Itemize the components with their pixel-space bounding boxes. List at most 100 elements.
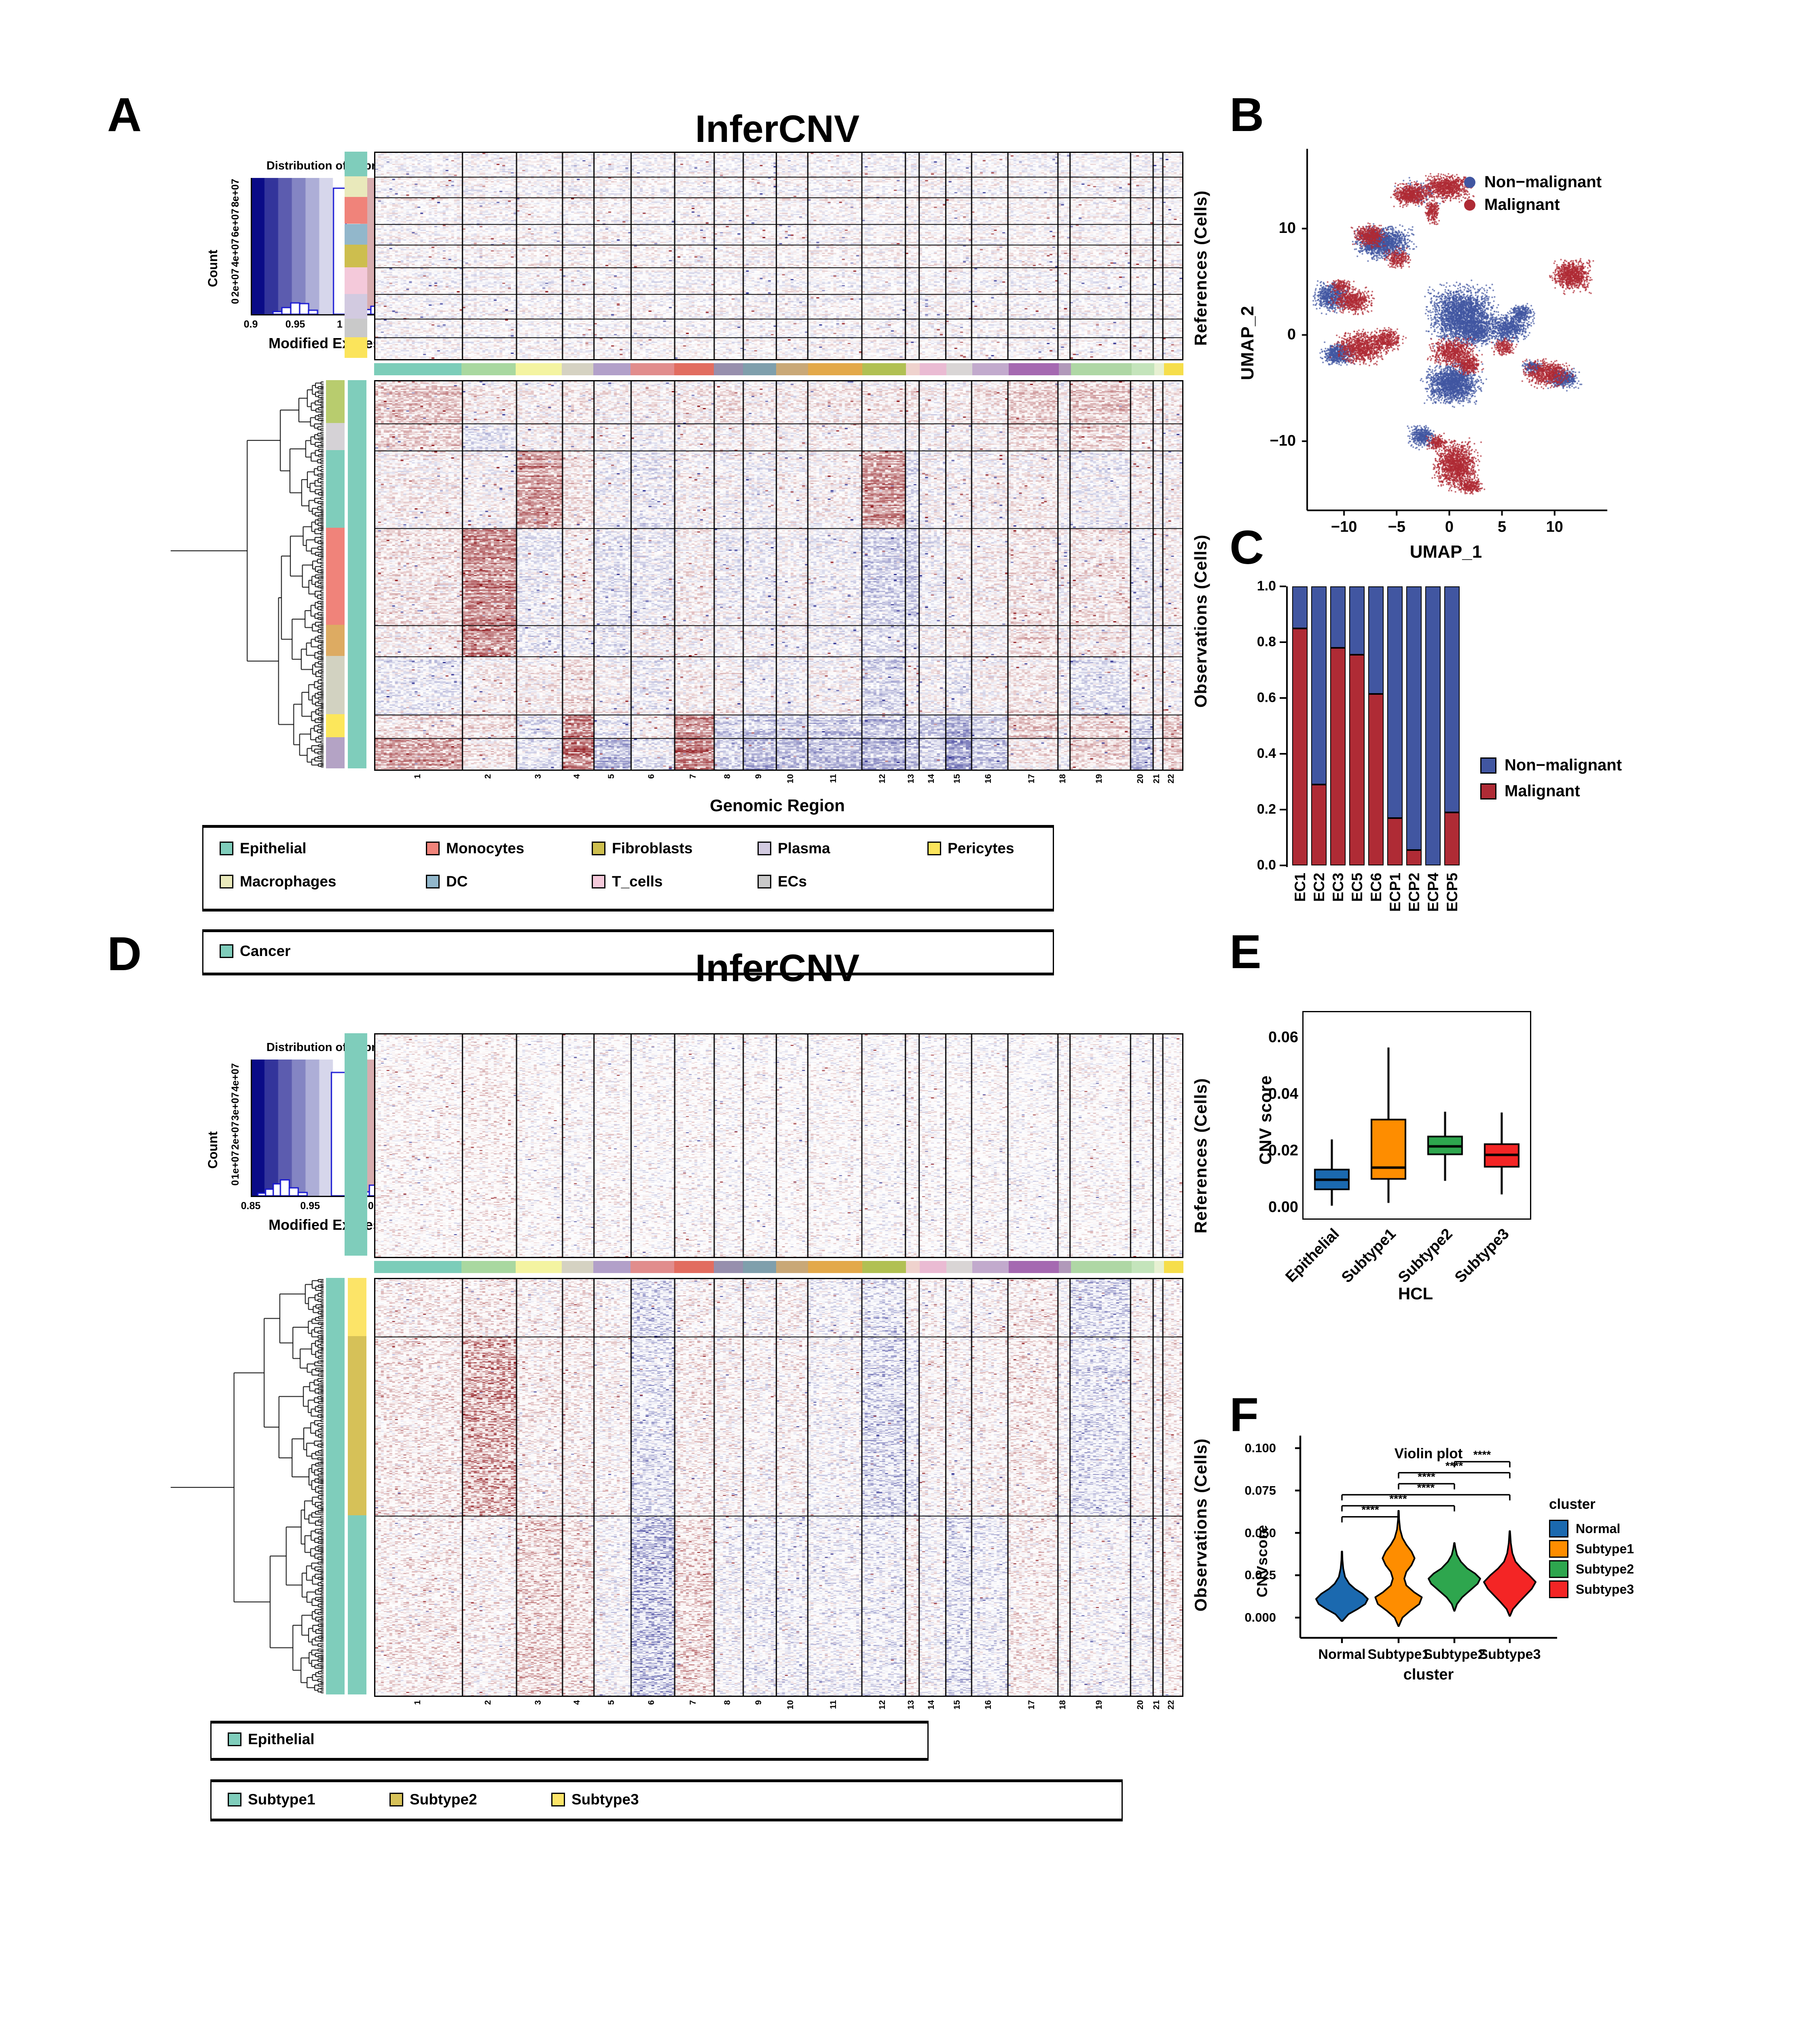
violin-x-label: cluster: [1403, 1666, 1454, 1683]
panel-d-label: D: [107, 927, 142, 981]
legend-item-Macrophages: Macrophages: [220, 873, 336, 890]
chromosome-bar-10: [776, 1261, 808, 1273]
sidebar-band-Macrophages: [345, 176, 367, 197]
c-legend-item-Malignant: Malignant: [1480, 782, 1580, 800]
legend-swatch-Fibroblasts: [592, 842, 605, 855]
c-bar-malignant-ECP2: [1406, 850, 1422, 865]
chromosome-bar-3: [516, 1261, 562, 1273]
legend-label-ECs: ECs: [778, 873, 807, 890]
legend-swatch-Plasma: [758, 842, 771, 855]
chromosome-bar-7: [674, 363, 714, 375]
colorkey-xtick: 0.95: [300, 1200, 320, 1212]
sidebar-band-Pericytes: [345, 337, 367, 358]
chromosome-tick-20: 20: [1136, 774, 1145, 784]
a-x-axis-label: Genomic Region: [710, 796, 845, 815]
chromosome-bar-15: [946, 363, 972, 375]
c-legend-swatch: [1480, 783, 1496, 799]
legend-swatch-Subtype1: [228, 1793, 241, 1806]
panel-f-label: F: [1230, 1388, 1259, 1442]
panel-c-barchart: 0.0 0.2 0.4 0.6 0.8 1.0 EC1 EC2 EC3 EC5 EC6 ECP1 ECP…: [1246, 578, 1771, 983]
e-ytick: 0.04: [1268, 1085, 1298, 1103]
chromosome-bar-1: [374, 363, 462, 375]
umap-xtick: 10: [1546, 518, 1563, 535]
legend-swatch-Cancer: [220, 944, 233, 958]
chromosome-tick-19: 19: [1094, 1700, 1104, 1710]
d-references-axis-label: References (Cells): [1191, 1078, 1210, 1234]
c-legend-item-Non−malignant: Non−malignant: [1480, 756, 1622, 774]
d-chromosome-colorbar: [374, 1261, 1183, 1273]
chromosome-bar-13: [906, 1261, 920, 1273]
c-bar-nonmalignant-ECP5: [1444, 586, 1460, 812]
chromosome-bar-19: [1071, 1261, 1132, 1273]
panel-b-umap: UMAP_1 UMAP_2 Non−malignant Malignant −10…: [1221, 121, 1707, 574]
legend-swatch-DC: [426, 875, 440, 888]
chromosome-tick-21: 21: [1152, 1700, 1162, 1710]
chromosome-bar-5: [593, 363, 631, 375]
colorkey-ytick: 4e+07: [230, 239, 241, 267]
e-ytick: 0.00: [1268, 1198, 1298, 1216]
c-ytick-mark: [1280, 697, 1286, 699]
d-subtype-legend: Subtype1 Subtype2 Subtype3: [210, 1779, 1123, 1821]
chromosome-bar-9: [743, 363, 777, 375]
violin-Normal: [1315, 1550, 1369, 1622]
legend-item-Subtype3: Subtype3: [551, 1791, 639, 1808]
chromosome-bar-5: [593, 1261, 631, 1273]
a-references-axis-label: References (Cells): [1191, 190, 1210, 346]
violin-significance: ****: [1473, 1449, 1491, 1461]
chromosome-tick-16: 16: [984, 774, 993, 784]
chromosome-tick-13: 13: [906, 774, 916, 784]
panel-a-label: A: [107, 88, 142, 142]
sidebar-band-cluster4: [326, 527, 345, 625]
chromosome-tick-22: 22: [1166, 1700, 1176, 1710]
sidebar-band-cluster5: [326, 624, 345, 656]
chromosome-bar-3: [516, 363, 562, 375]
colorkey-xtick: 1: [337, 319, 343, 330]
umap-legend-dot: [1464, 199, 1475, 211]
colorkey-ytick: 2e+07: [230, 1121, 241, 1150]
legend-item-T_cells: T_cells: [592, 873, 662, 890]
c-xcat-EC5: EC5: [1349, 873, 1365, 902]
c-xcat-EC2: EC2: [1311, 873, 1327, 902]
chromosome-bar-8: [714, 1261, 743, 1273]
umap-y-label: UMAP_2: [1238, 305, 1257, 381]
d-references-sidebar: [345, 1033, 367, 1256]
legend-swatch-Monocytes: [426, 842, 440, 855]
chromosome-tick-2: 2: [483, 774, 493, 779]
chromosome-bar-2: [461, 363, 516, 375]
chromosome-bar-1: [374, 1261, 462, 1273]
sidebar-band-cluster8: [326, 737, 345, 768]
chromosome-bar-13: [906, 363, 920, 375]
violin-legend: cluster Normal Subtype1 Subtype2 Subtype3: [1549, 1496, 1634, 1601]
chromosome-bar-12: [862, 363, 906, 375]
legend-label-Pericytes: Pericytes: [948, 840, 1014, 857]
legend-swatch-Subtype2: [389, 1793, 403, 1806]
c-xcat-EC6: EC6: [1368, 873, 1384, 902]
colorkey-xtick: 0.9: [243, 319, 258, 330]
f-ytick: 0.075: [1244, 1483, 1276, 1497]
chromosome-tick-22: 22: [1166, 774, 1176, 784]
umap-ytick: −10: [1270, 432, 1296, 450]
f-xcat-Subtype3: Subtype3: [1479, 1647, 1541, 1662]
chromosome-tick-1: 1: [413, 1700, 422, 1705]
legend-item-Subtype2: Subtype2: [389, 1791, 477, 1808]
chromosome-tick-20: 20: [1136, 1700, 1145, 1710]
e-ytick: 0.02: [1268, 1142, 1298, 1159]
c-bar-nonmalignant-EC6: [1368, 586, 1384, 694]
a-references-heatmap: [374, 152, 1183, 360]
d-observations-subtype-sidebar: [348, 1278, 366, 1694]
violin-Subtype2: [1428, 1542, 1481, 1612]
a-references-celltype-sidebar: [345, 152, 367, 358]
colorkey-ytick: 2e+07: [230, 269, 241, 297]
legend-label-Subtype2: Subtype2: [410, 1791, 477, 1808]
legend-label-Epithelial: Epithelial: [248, 1731, 315, 1747]
legend-item-Epithelial: Epithelial: [228, 1731, 314, 1748]
colorkey-ytick: 6e+07: [230, 209, 241, 237]
chromosome-tick-17: 17: [1026, 1700, 1036, 1710]
c-bar-nonmalignant-EC1: [1292, 586, 1308, 628]
umap-x-label: UMAP_1: [1409, 542, 1482, 562]
panel-b-label: B: [1230, 88, 1264, 142]
chromosome-bar-8: [714, 363, 743, 375]
f-xcat-Normal: Normal: [1318, 1647, 1366, 1662]
chromosome-tick-2: 2: [483, 1700, 493, 1705]
chromosome-bar-9: [743, 1261, 777, 1273]
